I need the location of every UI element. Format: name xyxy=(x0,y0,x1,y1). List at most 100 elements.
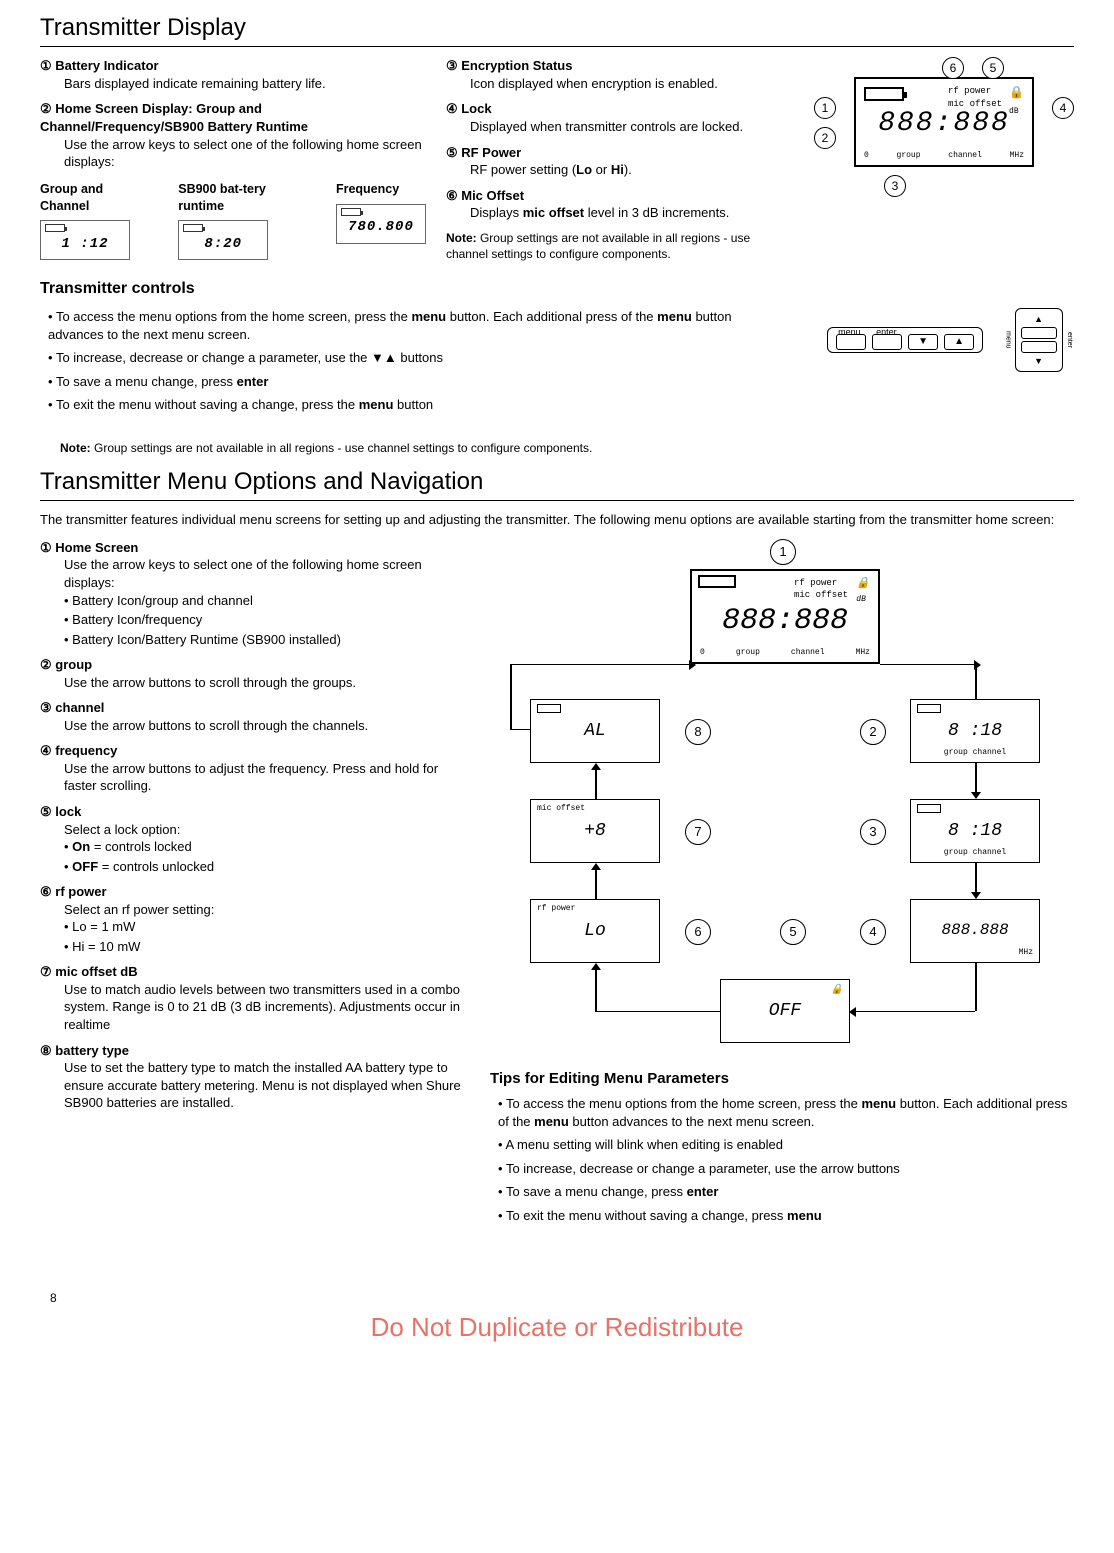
button-strip-vertical: ▲ ▼ xyxy=(1015,308,1063,372)
num-1: ① xyxy=(40,57,52,75)
callout-3: 3 xyxy=(884,175,906,197)
node-channel: 8 :18group channel xyxy=(910,799,1040,863)
desc-2: Use the arrow keys to select one of the … xyxy=(64,136,426,171)
m-item-1: ① Home Screen Use the arrow keys to sele… xyxy=(40,539,470,648)
arrow-3-4 xyxy=(975,863,977,893)
down-button[interactable]: ▼ xyxy=(908,334,938,350)
up-button[interactable]: ▲ xyxy=(944,334,974,350)
hd-group-label: Group and Channel xyxy=(40,181,148,215)
button-strip-horizontal: menu enter ▼ ▲ xyxy=(827,327,983,353)
tips-title: Tips for Editing Menu Parameters xyxy=(490,1069,1074,1089)
section2-title: Transmitter Menu Options and Navigation xyxy=(40,466,1074,501)
item-lock: ④ Lock Displayed when transmitter contro… xyxy=(446,100,774,135)
arrow-6-7 xyxy=(595,869,597,899)
node-lock: 🔒 OFF xyxy=(720,979,850,1043)
tip-4: To save a menu change, press enter xyxy=(498,1183,1074,1201)
m-item-3: ③ channel Use the arrow buttons to scrol… xyxy=(40,699,470,734)
watermark: Do Not Duplicate or Redistribute xyxy=(40,1310,1074,1345)
tip-5: To exit the menu without saving a change… xyxy=(498,1207,1074,1225)
left-col: ① Battery Indicator Bars displayed indic… xyxy=(40,57,426,270)
display-columns: ① Battery Indicator Bars displayed indic… xyxy=(40,57,1074,270)
callout-2: 2 xyxy=(814,127,836,149)
nav-num-5: 5 xyxy=(780,919,806,945)
hd-runtime-label: SB900 bat-tery runtime xyxy=(178,181,306,215)
arrow-5-6 xyxy=(595,969,597,1011)
right-col: ③ Encryption Status Icon displayed when … xyxy=(446,57,774,270)
v-button-2[interactable] xyxy=(1021,341,1057,353)
m-item-2: ② group Use the arrow buttons to scroll … xyxy=(40,656,470,691)
title-2: Home Screen Display: Group and Channel/F… xyxy=(40,101,308,134)
item-battery: ① Battery Indicator Bars displayed indic… xyxy=(40,57,426,92)
section2-intro: The transmitter features individual menu… xyxy=(40,511,1074,529)
callout-4: 4 xyxy=(1052,97,1074,119)
title-1: Battery Indicator xyxy=(55,58,158,73)
m-item-7: ⑦ mic offset dB Use to match audio level… xyxy=(40,963,470,1033)
nav-num-2: 2 xyxy=(860,719,886,745)
arrow-4-5 xyxy=(855,1011,975,1013)
callout-6: 6 xyxy=(942,57,964,79)
node-group: 8 :18group channel xyxy=(910,699,1040,763)
num-2: ② xyxy=(40,100,52,118)
arrow-h-r xyxy=(880,664,975,666)
menu-diagram: rf powermic offset 🔒dB 888:888 0groupcha… xyxy=(490,539,1074,1119)
controls-title: Transmitter controls xyxy=(40,278,1074,300)
lcd-bottom: 0 group channel MHz xyxy=(864,151,1024,162)
arrow-7-8 xyxy=(595,769,597,799)
ctrl-bullet-2: To increase, decrease or change a parame… xyxy=(48,349,787,367)
arrow-2-3 xyxy=(975,763,977,793)
m-item-6: ⑥ rf power Select an rf power setting: L… xyxy=(40,883,470,955)
item-micoffset: ⑥ Mic Offset Displays mic offset level i… xyxy=(446,187,774,222)
node-freq: 888.888MHz xyxy=(910,899,1040,963)
tip-3: To increase, decrease or change a parame… xyxy=(498,1160,1074,1178)
lcd-digits: 888:888 xyxy=(862,105,1026,143)
controls-row: To access the menu options from the home… xyxy=(40,308,1074,420)
note-region: Note: Group settings are not available i… xyxy=(446,230,774,262)
nav-num-8: 8 xyxy=(685,719,711,745)
menu-label: menu xyxy=(838,326,861,338)
menu-text: ① Home Screen Use the arrow keys to sele… xyxy=(40,539,470,1120)
hd-freq-label: Frequency xyxy=(336,181,426,198)
hd-runtime: SB900 bat-tery runtime 8:20 xyxy=(178,181,306,261)
ctrl-bullet-3: To save a menu change, press enter xyxy=(48,373,787,391)
node-micoffset: +8mic offset xyxy=(530,799,660,863)
ctrl-bullet-1: To access the menu options from the home… xyxy=(48,308,787,343)
item-home-screen: ② Home Screen Display: Group and Channel… xyxy=(40,100,426,170)
enter-label: enter xyxy=(876,326,897,338)
controls-text: To access the menu options from the home… xyxy=(40,308,787,420)
tips-block: Tips for Editing Menu Parameters To acce… xyxy=(490,1069,1074,1231)
nav-num-3: 3 xyxy=(860,819,886,845)
m-item-5: ⑤ lock Select a lock option: On = contro… xyxy=(40,803,470,875)
page-number: 8 xyxy=(50,1290,1074,1306)
node-battery: AL xyxy=(530,699,660,763)
item-encryption: ③ Encryption Status Icon displayed when … xyxy=(446,57,774,92)
nav-num-1: 1 xyxy=(770,539,796,565)
hd-group: Group and Channel 1 :12 xyxy=(40,181,148,261)
callout-5: 5 xyxy=(982,57,1004,79)
menu-vlabel: menu xyxy=(1003,331,1012,349)
v-button-1[interactable] xyxy=(1021,327,1057,339)
section1-title: Transmitter Display xyxy=(40,12,1074,47)
lcd-thumb-runtime: 8:20 xyxy=(178,220,268,260)
lcd-main: rf powermic offset 🔒dB 888:888 0 group c… xyxy=(854,77,1034,167)
callout-1: 1 xyxy=(814,97,836,119)
tip-2: A menu setting will blink when editing i… xyxy=(498,1136,1074,1154)
item-rfpower: ⑤ RF Power RF power setting (Lo or Hi). xyxy=(446,144,774,179)
arrow-8-home xyxy=(510,664,690,666)
desc-1: Bars displayed indicate remaining batter… xyxy=(64,75,426,93)
nav-num-6: 6 xyxy=(685,919,711,945)
m-item-4: ④ frequency Use the arrow buttons to adj… xyxy=(40,742,470,795)
hd-freq: Frequency 780.800 xyxy=(336,181,426,261)
node-home: rf powermic offset 🔒dB 888:888 0groupcha… xyxy=(690,569,880,664)
lcd-thumb-freq: 780.800 xyxy=(336,204,426,244)
nav-num-7: 7 xyxy=(685,819,711,845)
lcd-thumb-group: 1 :12 xyxy=(40,220,130,260)
display-diagram: rf powermic offset 🔒dB 888:888 0 group c… xyxy=(814,57,1074,270)
ctrl-bullet-4: To exit the menu without saving a change… xyxy=(48,396,787,414)
battery-icon xyxy=(864,87,904,101)
controls-diagram: menu enter ▼ ▲ menu ▲ ▼ enter xyxy=(827,308,1074,372)
enter-vlabel: enter xyxy=(1065,332,1074,348)
note-2: Note: Group settings are not available i… xyxy=(60,440,1074,456)
nav-num-4: 4 xyxy=(860,919,886,945)
node-rfpower: Lorf power xyxy=(530,899,660,963)
home-display-row: Group and Channel 1 :12 SB900 bat-tery r… xyxy=(40,181,426,261)
